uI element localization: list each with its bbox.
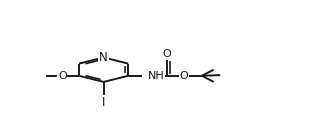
Text: O: O xyxy=(163,49,171,59)
Text: NH: NH xyxy=(148,71,164,81)
Text: O: O xyxy=(180,71,188,81)
Text: I: I xyxy=(102,96,105,109)
Text: O: O xyxy=(58,71,67,81)
Text: N: N xyxy=(99,51,108,64)
